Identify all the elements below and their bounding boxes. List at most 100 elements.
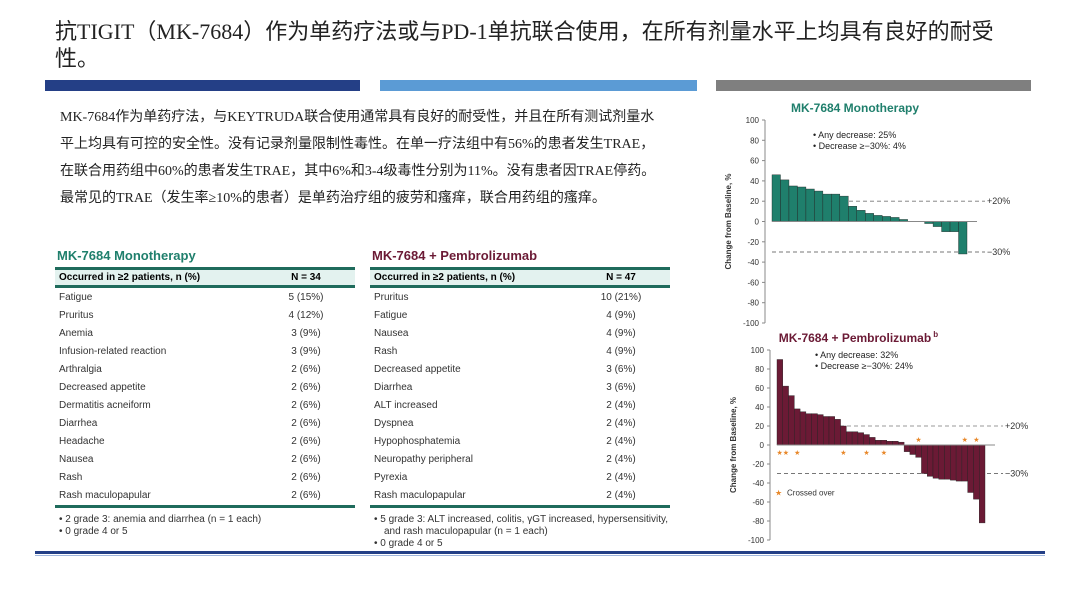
- waterfall-bar: [967, 444, 974, 493]
- event-count: 4 (9%): [606, 309, 636, 321]
- event-count: 2 (6%): [291, 489, 321, 501]
- note: • 0 grade 4 or 5: [374, 538, 443, 549]
- y-tick-label: 60: [755, 384, 764, 393]
- crossed-over-star-icon: ★: [881, 449, 887, 457]
- waterfall-bar: [875, 440, 882, 446]
- y-tick-label: -100: [743, 319, 760, 328]
- waterfall-bar: [822, 193, 832, 222]
- event-name: Dermatitis acneiform: [59, 399, 151, 411]
- y-tick-label: 40: [750, 177, 759, 186]
- event-count: 2 (4%): [606, 435, 636, 447]
- table-row: Rash 2 (6%): [55, 468, 355, 486]
- waterfall-bar: [869, 437, 876, 446]
- event-count: 4 (9%): [606, 345, 636, 357]
- y-tick-label: -60: [747, 278, 759, 287]
- y-tick-label: 20: [750, 197, 759, 206]
- table-row: Arthralgia 2 (6%): [55, 360, 355, 378]
- event-name: Fatigue: [59, 291, 93, 303]
- waterfall-bar: [927, 444, 934, 477]
- event-count: 2 (4%): [606, 453, 636, 465]
- table-row: Decreased appetite 2 (6%): [55, 378, 355, 396]
- monotherapy-waterfall-chart: MK-7684 Monotherapy 100 80 60 40 20 0 -20 -40 -60…: [724, 101, 1010, 328]
- event-name: Nausea: [59, 453, 94, 465]
- y-tick-label: -100: [748, 536, 765, 545]
- table-row: Pyrexia 2 (4%): [370, 468, 670, 486]
- waterfall-bar: [814, 190, 824, 222]
- event-count: 2 (4%): [606, 471, 636, 483]
- event-count: 5 (15%): [288, 291, 324, 303]
- footer-rule-light: [35, 555, 1045, 556]
- event-name: Rash maculopapular: [59, 489, 151, 501]
- crossed-over-star-icon: ★★: [776, 449, 789, 457]
- event-count: 2 (6%): [291, 471, 321, 483]
- table-row: Headache 2 (6%): [55, 432, 355, 450]
- table-row: Infusion-related reaction 3 (9%): [55, 342, 355, 360]
- waterfall-bar: [857, 432, 864, 446]
- table-notes: • 2 grade 3: anemia and diarrhea (n = 1 …: [59, 514, 355, 538]
- waterfall-bar: [848, 206, 857, 222]
- event-name: Decreased appetite: [59, 381, 146, 393]
- event-name: Hypophosphatemia: [374, 435, 461, 447]
- waterfall-bar: [958, 221, 968, 255]
- reference-line-label: −30%: [987, 247, 1010, 257]
- waterfall-bar: [865, 213, 874, 222]
- y-axis-label: Change from Baseline, %: [724, 173, 733, 269]
- event-name: Anemia: [59, 327, 93, 339]
- note: • 2 grade 3: anemia and diarrhea (n = 1 …: [59, 514, 262, 525]
- waterfall-bar: [890, 217, 900, 222]
- table-bottom-rule: [370, 505, 670, 508]
- table-row: Anemia 3 (9%): [55, 324, 355, 342]
- waterfall-bar: [831, 193, 841, 222]
- event-count: 2 (6%): [291, 381, 321, 393]
- waterfall-bar: [882, 216, 891, 222]
- table-row: Diarrhea 3 (6%): [370, 378, 670, 396]
- event-count: 10 (21%): [600, 291, 642, 303]
- table-title: MK-7684 Monotherapy: [57, 248, 196, 263]
- crossed-over-star-icon: ★: [794, 449, 800, 457]
- title-band-lightblue: [380, 80, 697, 91]
- event-name: Diarrhea: [59, 417, 98, 429]
- legend-label: Crossed over: [787, 489, 835, 498]
- crossed-over-star-icon: ★: [863, 449, 869, 457]
- event-name: Infusion-related reaction: [59, 345, 167, 357]
- event-name: Headache: [59, 435, 105, 447]
- waterfall-bar: [921, 444, 928, 474]
- summary-paragraph: MK-7684作为单药疗法，与KEYTRUDA联合使用通常具有良好的耐受性，并且…: [60, 110, 656, 206]
- header-event: Occurred in ≥2 patients, n (%): [374, 272, 516, 283]
- waterfall-bar: [805, 188, 815, 222]
- table-row: Fatigue 4 (9%): [370, 306, 670, 324]
- combination-ae-table: MK-7684 + Pembrolizumab Occurred in ≥2 p…: [370, 248, 670, 550]
- event-count: 2 (6%): [291, 399, 321, 411]
- waterfall-bar: [873, 215, 883, 222]
- event-name: Rash maculopapular: [374, 489, 466, 501]
- table-notes: • 5 grade 3: ALT increased, colitis, γGT…: [374, 514, 670, 550]
- y-tick-label: -20: [752, 460, 764, 469]
- event-count: 3 (6%): [606, 363, 636, 375]
- event-name: Neuropathy peripheral: [374, 453, 473, 465]
- y-tick-label: -60: [752, 498, 764, 507]
- waterfall-bar: [973, 444, 980, 500]
- y-tick-label: 100: [751, 346, 765, 355]
- waterfall-bar: [944, 444, 951, 480]
- chart-title-superscript: b: [933, 330, 938, 339]
- event-name: Pruritus: [59, 309, 94, 321]
- waterfall-bar: [979, 444, 986, 524]
- table-row: Rash 4 (9%): [370, 342, 670, 360]
- chart-title: MK-7684 Monotherapy: [791, 101, 919, 115]
- waterfall-bar: [909, 444, 916, 455]
- crossed-over-star-icon: ★: [840, 449, 846, 457]
- table-row: Dermatitis acneiform 2 (6%): [55, 396, 355, 414]
- y-tick-label: -80: [747, 299, 759, 308]
- waterfall-bar: [949, 221, 959, 232]
- y-tick-label: -40: [752, 479, 764, 488]
- chart-title: MK-7684 + Pembrolizumab: [779, 331, 931, 345]
- crossed-over-star-icon: ★: [962, 436, 968, 444]
- reference-line-label: −30%: [1005, 469, 1028, 479]
- event-name: ALT increased: [374, 399, 438, 411]
- crossed-over-star-icon: ★: [973, 436, 979, 444]
- event-count: 3 (9%): [291, 345, 321, 357]
- annotation: • Decrease ≥−30%: 4%: [813, 141, 906, 151]
- note: • 5 grade 3: ALT increased, colitis, γGT…: [374, 514, 669, 537]
- y-tick-label: 0: [755, 218, 760, 227]
- waterfall-bar: [941, 221, 951, 232]
